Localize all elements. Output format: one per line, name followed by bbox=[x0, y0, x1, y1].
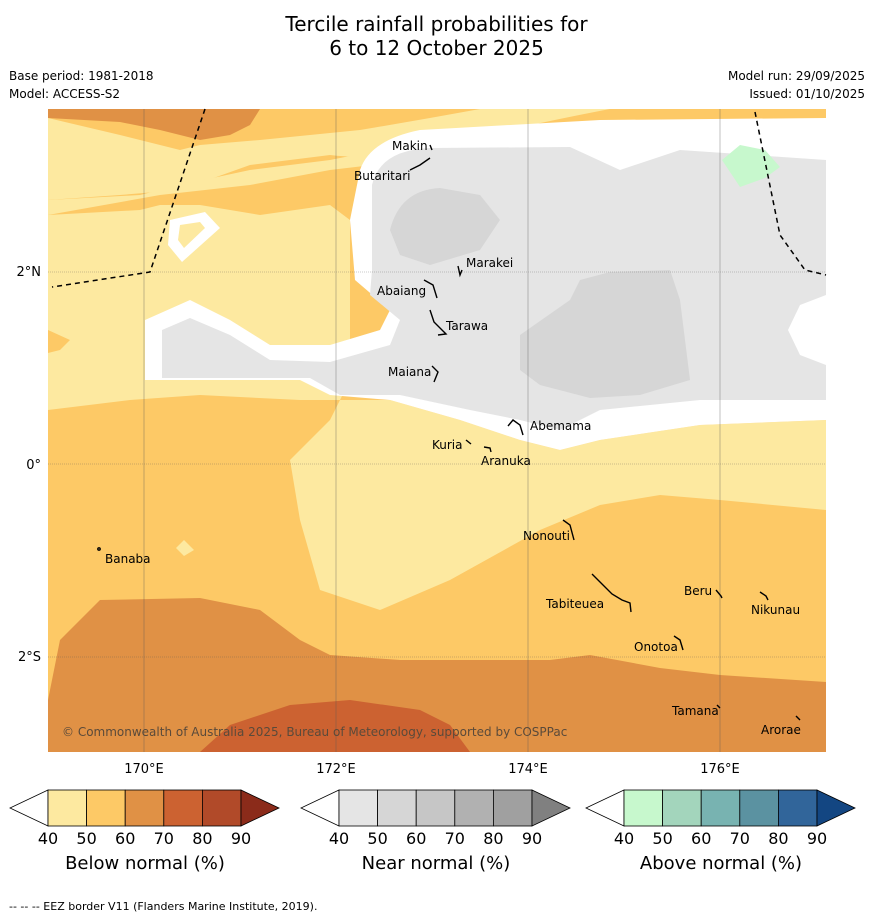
axis-labels: 170°E 172°E 174°E 176°E 2°N 0° 2°S bbox=[17, 265, 740, 777]
place-label: Onotoa bbox=[634, 640, 678, 654]
issued-date: Issued: 01/10/2025 bbox=[749, 87, 865, 101]
colorbar-below-segment bbox=[47, 789, 87, 827]
lon-label: 170°E bbox=[124, 762, 164, 777]
place-labels: Makin Butaritari Marakei Abaiang Tarawa … bbox=[105, 139, 801, 737]
colorbar-near-segment bbox=[454, 789, 494, 827]
place-label: Arorae bbox=[761, 723, 801, 737]
lat-label: 2°N bbox=[17, 265, 42, 280]
colorbar-above-segment bbox=[778, 789, 818, 827]
model-name: Model: ACCESS-S2 bbox=[9, 87, 121, 101]
place-label: Makin bbox=[392, 139, 428, 153]
island-outlines bbox=[97, 144, 801, 721]
place-label: Beru bbox=[684, 584, 712, 598]
colorbar-near-extend-low bbox=[300, 789, 340, 827]
colorbar-above-tick: 40 bbox=[614, 829, 634, 848]
colorbar-below-tick: 50 bbox=[76, 829, 96, 848]
base-period: Base period: 1981-2018 bbox=[9, 69, 154, 83]
colorbar-near-segment bbox=[492, 789, 533, 827]
eez-borders bbox=[51, 108, 827, 288]
colorbar-above-segment bbox=[700, 789, 741, 827]
colorbar-above-tick: 90 bbox=[807, 829, 827, 848]
place-label: Maiana bbox=[388, 365, 431, 379]
colorbar-above-tick: 70 bbox=[730, 829, 750, 848]
colorbar-below-segment bbox=[86, 789, 126, 827]
place-label: Abemama bbox=[530, 419, 591, 433]
colorbar-above-tick: 50 bbox=[652, 829, 672, 848]
place-label: Abaiang bbox=[377, 284, 426, 298]
colorbar-above-tick: 80 bbox=[768, 829, 788, 848]
lon-label: 172°E bbox=[316, 762, 356, 777]
colorbar-title-near: Near normal (%) bbox=[361, 853, 511, 874]
colorbar-near-tick: 80 bbox=[483, 829, 503, 848]
colorbar-title-above: Above normal (%) bbox=[639, 853, 803, 874]
colorbar-near-segment bbox=[415, 789, 456, 827]
colorbar-above-segment bbox=[739, 789, 779, 827]
colorbar-above-tick: 60 bbox=[691, 829, 711, 848]
place-label: Butaritari bbox=[354, 169, 411, 183]
colorbar-above-segment bbox=[623, 789, 663, 827]
colorbar-below-extend-low bbox=[9, 789, 49, 827]
colorbar-below-tick: 40 bbox=[38, 829, 58, 848]
colorbar-below-segment bbox=[201, 789, 242, 827]
colorbar-near-tick: 50 bbox=[367, 829, 387, 848]
lon-label: 176°E bbox=[700, 762, 740, 777]
place-label: Kuria bbox=[432, 438, 463, 452]
lon-label: 174°E bbox=[508, 762, 548, 777]
colorbar-above-extend-low bbox=[585, 789, 625, 827]
colorbar-near-segment bbox=[338, 789, 378, 827]
copyright-notice: © Commonwealth of Australia 2025, Bureau… bbox=[62, 725, 567, 739]
place-label: Tamana bbox=[671, 704, 719, 718]
colorbar-near-tick: 70 bbox=[445, 829, 465, 848]
place-label: Tabiteuea bbox=[545, 597, 604, 611]
colorbar-below-segment bbox=[124, 789, 165, 827]
colorbar-below-tick: 80 bbox=[192, 829, 212, 848]
colorbar-near-extend-high bbox=[531, 789, 571, 827]
colorbar-title-below: Below normal (%) bbox=[65, 853, 225, 874]
footer-eez-note: -- -- -- EEZ border V11 (Flanders Marine… bbox=[9, 900, 318, 913]
place-label: Banaba bbox=[105, 552, 151, 566]
colorbar-near-tick: 90 bbox=[522, 829, 542, 848]
colorbar-below-tick: 60 bbox=[115, 829, 135, 848]
graticule bbox=[48, 109, 826, 752]
colorbar-above-segment bbox=[662, 789, 702, 827]
probability-fields bbox=[48, 109, 826, 752]
place-label: Marakei bbox=[466, 256, 513, 270]
colorbar-near-segment bbox=[377, 789, 417, 827]
title-line-1: Tercile rainfall probabilities for bbox=[285, 12, 588, 36]
colorbar-near-tick: 60 bbox=[406, 829, 426, 848]
model-run: Model run: 29/09/2025 bbox=[727, 69, 865, 83]
place-label: Nonouti bbox=[523, 529, 570, 543]
place-label: Aranuka bbox=[481, 454, 531, 468]
place-label: Nikunau bbox=[751, 603, 800, 617]
colorbar-near-tick: 40 bbox=[329, 829, 349, 848]
colorbar-above-extend-high bbox=[816, 789, 856, 827]
colorbar-below-extend-high bbox=[240, 789, 280, 827]
colorbar-below-tick: 70 bbox=[154, 829, 174, 848]
lat-label: 2°S bbox=[18, 650, 41, 665]
title-line-2: 6 to 12 October 2025 bbox=[329, 36, 544, 60]
colorbars: 40 50 60 70 80 90 40 50 60 70 80 90 40 50 60 70 80 90 bbox=[9, 789, 856, 848]
place-label: Tarawa bbox=[445, 319, 488, 333]
lat-label: 0° bbox=[26, 458, 41, 473]
colorbar-below-segment bbox=[163, 789, 203, 827]
colorbar-below-tick: 90 bbox=[231, 829, 251, 848]
